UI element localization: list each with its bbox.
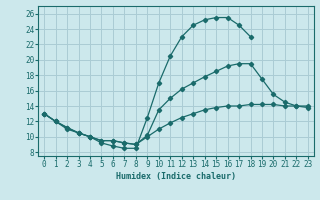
X-axis label: Humidex (Indice chaleur): Humidex (Indice chaleur)	[116, 172, 236, 181]
